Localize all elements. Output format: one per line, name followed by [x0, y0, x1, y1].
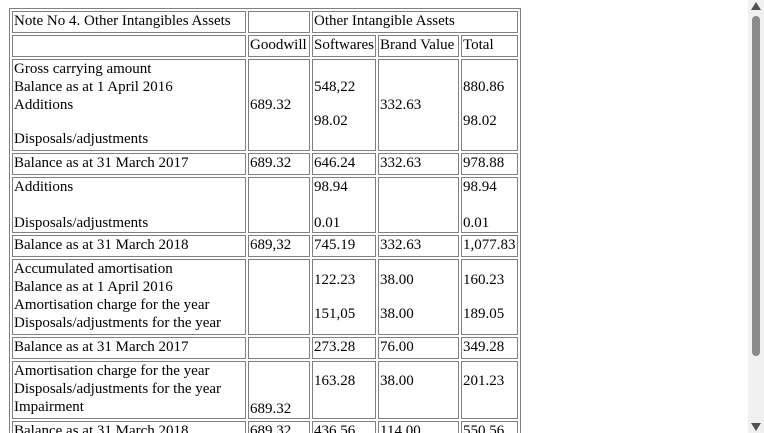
cell-total: 349.28: [461, 337, 518, 359]
column-header-goodwill: Goodwill: [248, 35, 310, 57]
table-header-row: Note No 4. Other Intangibles Assets Othe…: [12, 11, 518, 33]
cell-total: 160.23 189.05: [461, 259, 518, 335]
table-row: Balance as at 31 March 2018 689.32 436.5…: [12, 421, 518, 433]
cell-goodwill: 689.32: [248, 361, 310, 419]
row-label-gross: Gross carrying amount Balance as at 1 Ap…: [12, 59, 246, 151]
scroll-down-arrow-icon[interactable]: [751, 423, 761, 431]
header-blank-label: [12, 35, 246, 57]
cell-brand-value: 114.00: [378, 421, 459, 433]
cell-total: 978.88: [461, 153, 518, 175]
cell-softwares: 122.23 151,05: [312, 259, 376, 335]
cell-goodwill: [248, 177, 310, 233]
document-viewport: Note No 4. Other Intangibles Assets Othe…: [9, 8, 521, 433]
intangible-assets-table: Note No 4. Other Intangibles Assets Othe…: [9, 8, 521, 433]
table-row: Additions Disposals/adjustments 98.94 0.…: [12, 177, 518, 233]
table-row: Balance as at 31 March 2018 689,32 745.1…: [12, 235, 518, 257]
cell-brand-value: 332.63: [378, 235, 459, 257]
cell-goodwill: 689,32: [248, 235, 310, 257]
cell-softwares: 745.19: [312, 235, 376, 257]
note-title: Note No 4. Other Intangibles Assets: [12, 11, 246, 33]
scrollbar-thumb[interactable]: [752, 16, 760, 356]
cell-brand-value: 76.00: [378, 337, 459, 359]
cell-total: 550.56: [461, 421, 518, 433]
cell-total: 1,077.83: [461, 235, 518, 257]
cell-brand-value: 332.63: [378, 153, 459, 175]
cell-softwares: 548,22 98.02: [312, 59, 376, 151]
table-row: Balance as at 31 March 2017 273.28 76.00…: [12, 337, 518, 359]
table-row: Balance as at 31 March 2017 689.32 646.2…: [12, 153, 518, 175]
row-label-amort-balance-2018: Balance as at 31 March 2018: [12, 421, 246, 433]
cell-softwares: 436.56: [312, 421, 376, 433]
cell-brand-value: [378, 177, 459, 233]
cell-goodwill: [248, 337, 310, 359]
column-header-softwares: Softwares: [312, 35, 376, 57]
cell-softwares: 273.28: [312, 337, 376, 359]
column-header-total: Total: [461, 35, 518, 57]
cell-goodwill: [248, 259, 310, 335]
cell-goodwill: 689.32: [248, 421, 310, 433]
cell-total: 98.94 0.01: [461, 177, 518, 233]
row-label-amortisation-2018: Amortisation charge for the year Disposa…: [12, 361, 246, 419]
cell-total: 880.86 98.02: [461, 59, 518, 151]
row-label-balance-2017: Balance as at 31 March 2017: [12, 153, 246, 175]
row-label-additions-2018: Additions Disposals/adjustments: [12, 177, 246, 233]
header-blank: [248, 11, 310, 33]
cell-softwares: 163.28: [312, 361, 376, 419]
row-label-balance-2018: Balance as at 31 March 2018: [12, 235, 246, 257]
vertical-scrollbar[interactable]: [748, 0, 764, 433]
row-label-amort-balance-2017: Balance as at 31 March 2017: [12, 337, 246, 359]
column-header-brand-value: Brand Value: [378, 35, 459, 57]
column-header-row: Goodwill Softwares Brand Value Total: [12, 35, 518, 57]
cell-softwares: 646.24: [312, 153, 376, 175]
scroll-up-arrow-icon[interactable]: [751, 2, 761, 10]
cell-goodwill: 689.32: [248, 59, 310, 151]
cell-total: 201.23: [461, 361, 518, 419]
cell-brand-value: 38.00 38.00: [378, 259, 459, 335]
table-row: Gross carrying amount Balance as at 1 Ap…: [12, 59, 518, 151]
cell-goodwill: 689.32: [248, 153, 310, 175]
row-label-amortisation: Accumulated amortisation Balance as at 1…: [12, 259, 246, 335]
cell-softwares: 98.94 0.01: [312, 177, 376, 233]
group-title: Other Intangible Assets: [312, 11, 518, 33]
cell-brand-value: 332.63: [378, 59, 459, 151]
table-row: Accumulated amortisation Balance as at 1…: [12, 259, 518, 335]
table-row: Amortisation charge for the year Disposa…: [12, 361, 518, 419]
cell-brand-value: 38.00: [378, 361, 459, 419]
